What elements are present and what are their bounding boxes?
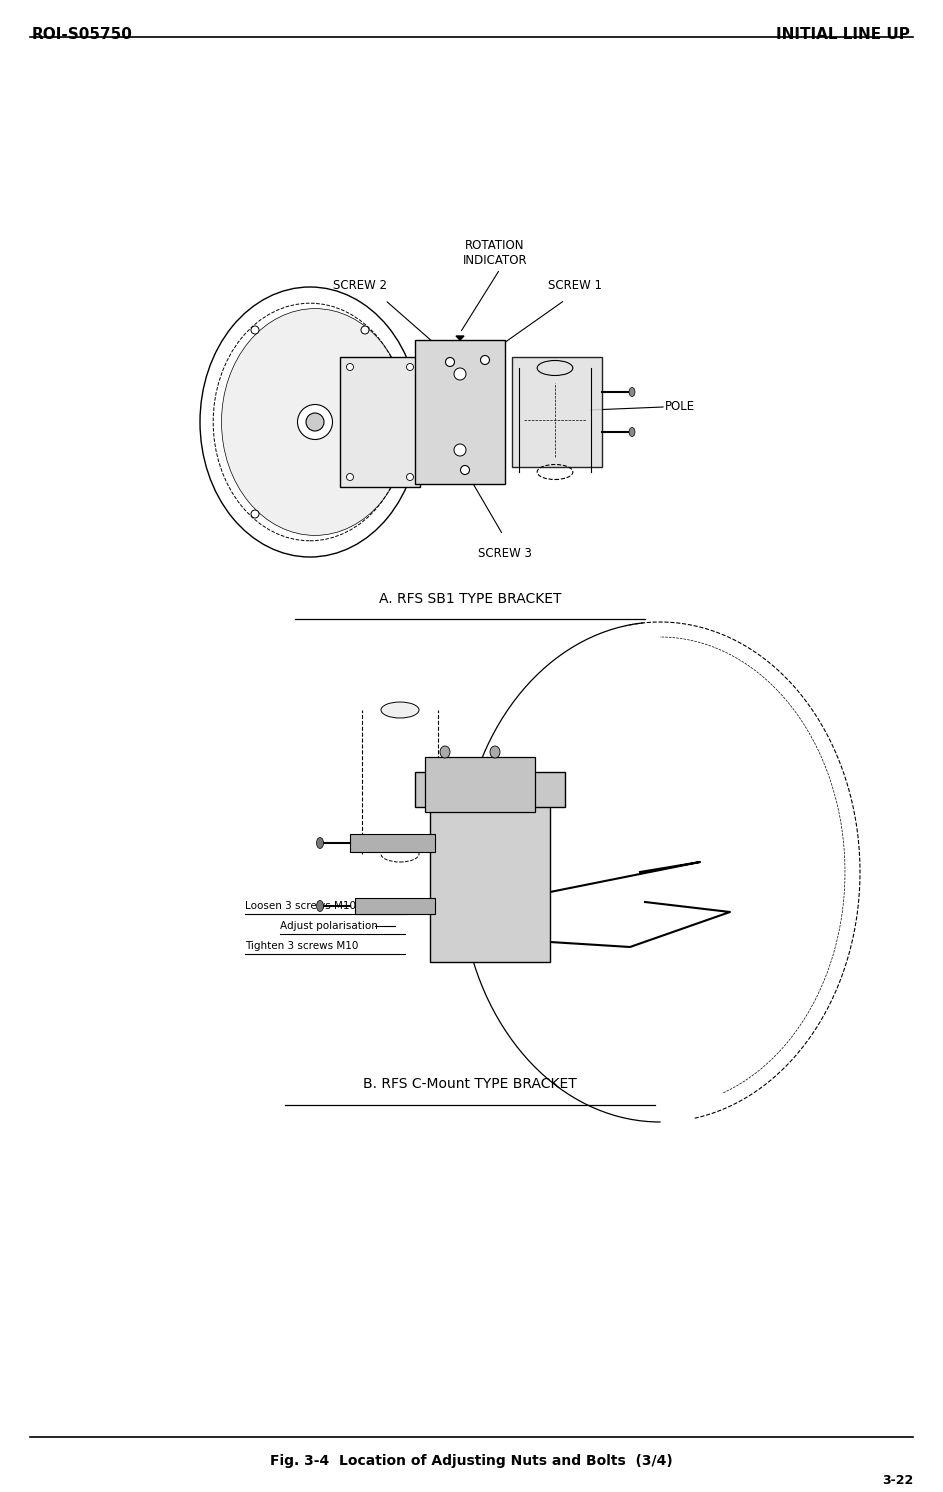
Bar [355, 898, 435, 915]
Text: ROTATION
INDICATOR: ROTATION INDICATOR [463, 239, 527, 267]
Ellipse shape [306, 413, 324, 431]
Text: SCREW 2: SCREW 2 [333, 279, 387, 292]
Text: ROI-S05750: ROI-S05750 [32, 27, 133, 42]
Bar [415, 340, 505, 483]
Ellipse shape [454, 445, 466, 457]
Bar [340, 357, 420, 486]
Ellipse shape [454, 369, 466, 380]
Ellipse shape [317, 837, 323, 849]
Ellipse shape [317, 901, 323, 912]
Text: A. RFS SB1 TYPE BRACKET: A. RFS SB1 TYPE BRACKET [379, 592, 561, 606]
Text: SCREW 1: SCREW 1 [548, 279, 602, 292]
Ellipse shape [251, 510, 259, 518]
Ellipse shape [481, 355, 489, 364]
Ellipse shape [445, 358, 455, 367]
Ellipse shape [406, 473, 413, 480]
Ellipse shape [381, 703, 419, 718]
Ellipse shape [490, 746, 500, 758]
Text: 3-22: 3-22 [882, 1474, 913, 1488]
Text: B. RFS C-Mount TYPE BRACKET: B. RFS C-Mount TYPE BRACKET [363, 1077, 577, 1091]
Text: Tighten 3 screws M10: Tighten 3 screws M10 [245, 941, 358, 950]
Text: Fig. 3-4  Location of Adjusting Nuts and Bolts  (3/4): Fig. 3-4 Location of Adjusting Nuts and … [270, 1455, 672, 1468]
Text: INITIAL LINE UP: INITIAL LINE UP [776, 27, 910, 42]
Bar [512, 357, 602, 467]
Ellipse shape [629, 388, 635, 397]
Text: Loosen 3 screws M10: Loosen 3 screws M10 [245, 901, 356, 912]
FancyBboxPatch shape [430, 782, 550, 962]
Ellipse shape [222, 309, 408, 536]
Ellipse shape [297, 404, 333, 440]
Bar [425, 756, 535, 812]
Text: Adjust polarisation: Adjust polarisation [280, 921, 378, 931]
Text: POLE: POLE [665, 400, 695, 413]
Ellipse shape [346, 473, 354, 480]
Bar [415, 771, 565, 807]
Ellipse shape [361, 325, 369, 334]
Ellipse shape [629, 428, 635, 437]
Ellipse shape [346, 364, 354, 370]
Ellipse shape [460, 466, 470, 474]
Ellipse shape [440, 746, 450, 758]
Ellipse shape [406, 364, 413, 370]
Ellipse shape [251, 325, 259, 334]
Bar [350, 834, 435, 852]
Text: SCREW 3: SCREW 3 [478, 548, 532, 560]
Polygon shape [456, 336, 464, 340]
